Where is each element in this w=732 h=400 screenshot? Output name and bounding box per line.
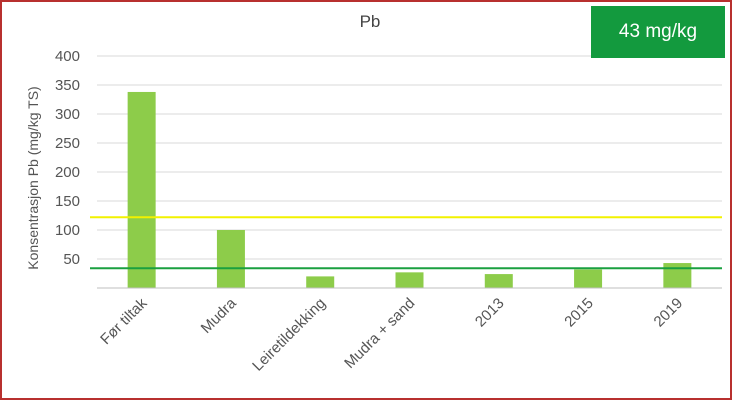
- y-tick-label: 50: [63, 251, 80, 268]
- bar: [484, 274, 513, 288]
- y-tick-label: 250: [55, 135, 80, 152]
- bar: [127, 91, 156, 289]
- x-tick-label: 2019: [651, 295, 687, 331]
- y-tick-label: 300: [55, 106, 80, 123]
- bar: [663, 263, 692, 288]
- bar: [395, 272, 424, 288]
- bar: [216, 230, 245, 288]
- y-tick-label: 150: [55, 193, 80, 210]
- x-axis-ticks: Før tiltak Mudra Leiretildekking Mudra + sa…: [97, 294, 686, 374]
- bars: [127, 91, 692, 289]
- y-axis-label: Konsentrasjon Pb (mg/kg TS): [25, 86, 41, 269]
- y-tick-label: 200: [55, 164, 80, 181]
- y-tick-label: 350: [55, 77, 80, 94]
- y-axis-ticks: 400 350 300 250 200 150 100 50: [55, 48, 80, 268]
- bar: [574, 269, 603, 288]
- x-tick-label: Mudra: [198, 294, 241, 337]
- reference-lines: [90, 216, 722, 270]
- x-tick-label: Før tiltak: [97, 294, 151, 348]
- gridlines: [97, 55, 722, 260]
- threshold-badge: 43 mg/kg: [591, 6, 725, 58]
- chart-title: Pb: [360, 12, 381, 31]
- y-tick-label: 400: [55, 48, 80, 65]
- x-tick-label: 2015: [561, 295, 597, 331]
- x-tick-label: Mudra + sand: [341, 295, 418, 372]
- y-tick-label: 100: [55, 222, 80, 239]
- x-tick-label: Leiretildekking: [249, 295, 329, 375]
- x-tick-label: 2013: [472, 295, 508, 331]
- bar: [306, 276, 335, 288]
